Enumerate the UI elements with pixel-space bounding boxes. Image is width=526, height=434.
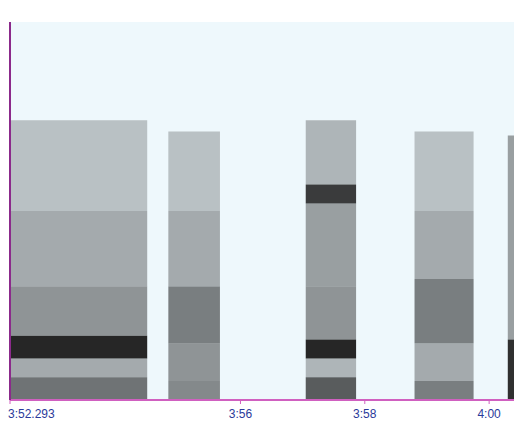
svg-text:4:00: 4:00: [477, 407, 501, 421]
svg-text:3:56: 3:56: [229, 407, 253, 421]
svg-text:3:52.293: 3:52.293: [8, 407, 55, 421]
svg-text:3:58: 3:58: [353, 407, 377, 421]
